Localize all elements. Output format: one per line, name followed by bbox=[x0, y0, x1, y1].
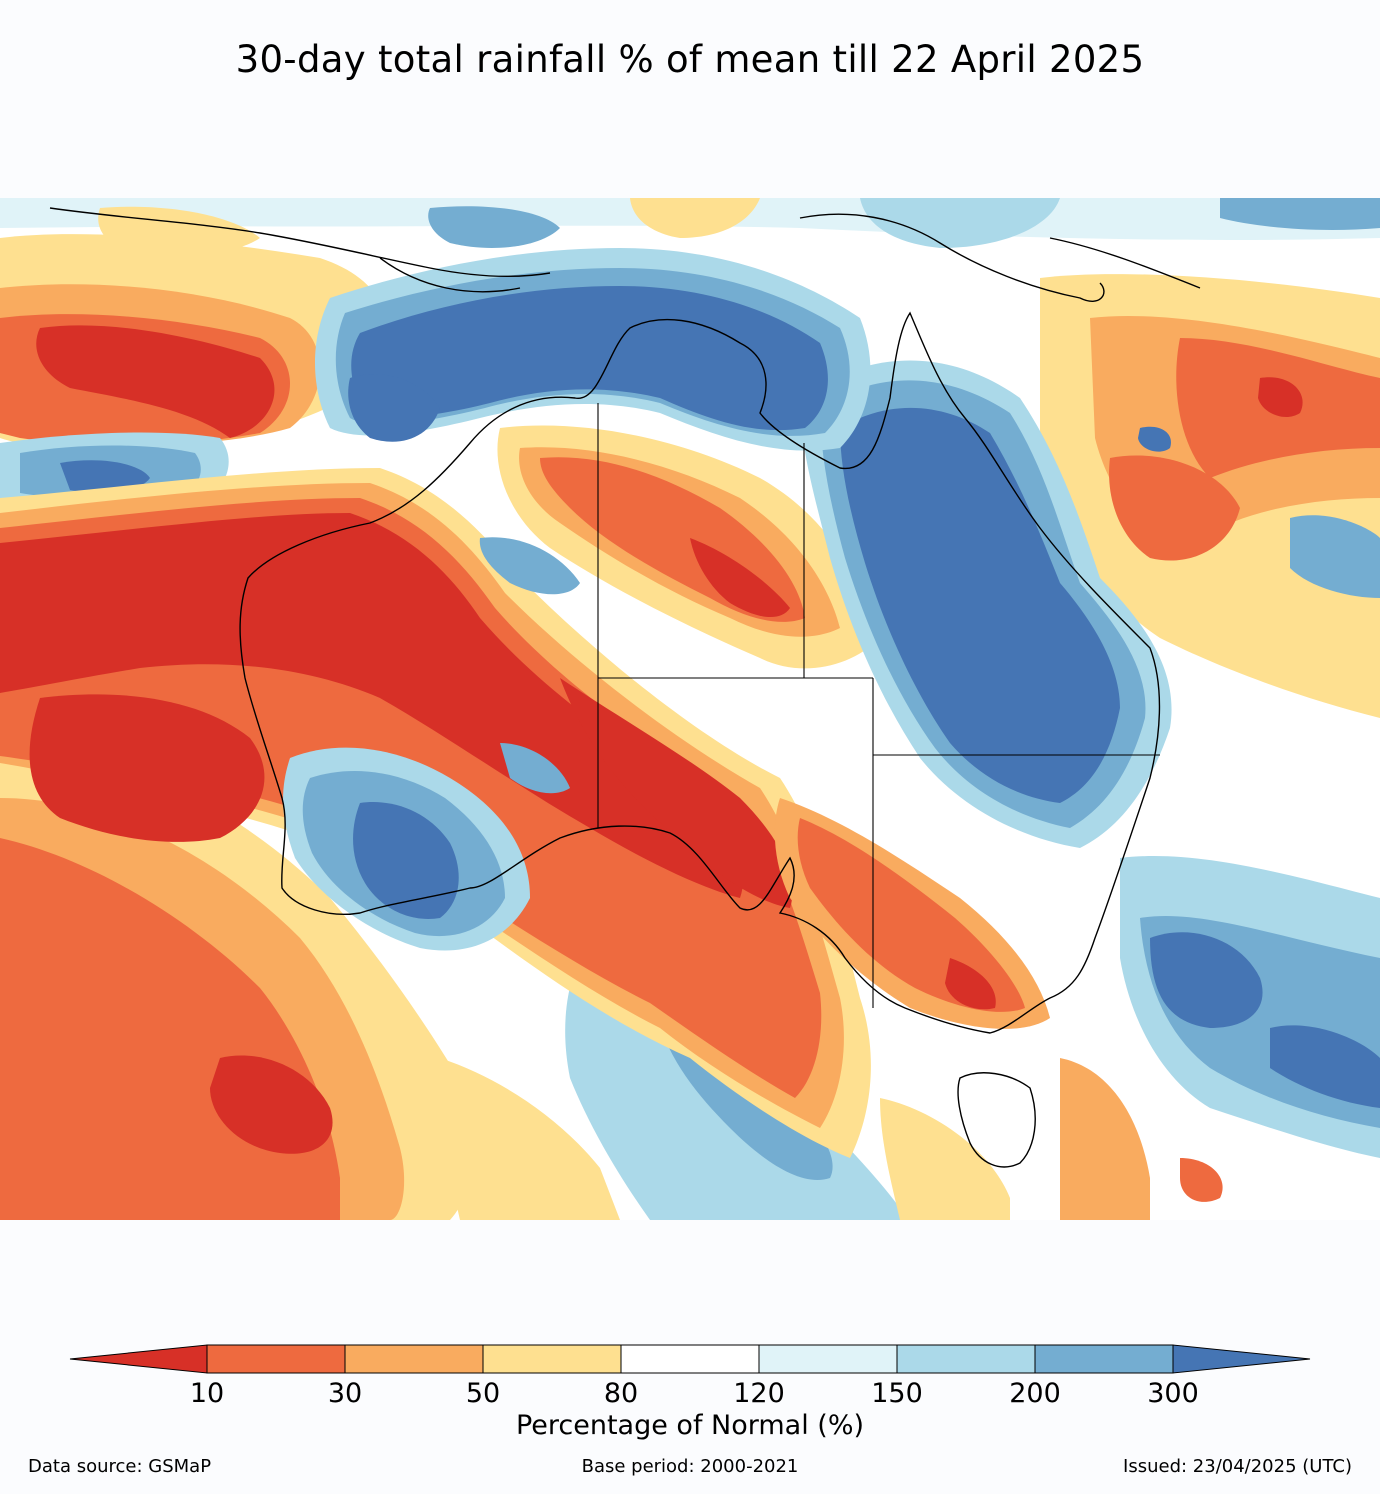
southwest-ocean-red-core bbox=[210, 1055, 333, 1154]
tasman-sea-dark-blue-core-1 bbox=[1150, 932, 1263, 1028]
central-north-red-core bbox=[690, 538, 790, 618]
rainfall-map bbox=[0, 198, 1380, 1220]
data-source: Data source: GSMaP bbox=[28, 1456, 212, 1477]
se-interior-red-orange bbox=[797, 818, 1025, 1012]
colorbar-tick-label: 30 bbox=[327, 1378, 363, 1409]
coral-sea-blue-spot bbox=[1138, 426, 1171, 452]
indonesia-coastline bbox=[49, 207, 551, 293]
colorbar-segment bbox=[758, 1344, 898, 1374]
colorbar-tick-label: 300 bbox=[1147, 1378, 1199, 1409]
indian-ocean-north-red-core bbox=[36, 325, 275, 438]
top-strip-blue-3 bbox=[1220, 198, 1380, 230]
coral-sea-blue-patch bbox=[1290, 515, 1380, 598]
issued-date: Issued: 23/04/2025 (UTC) bbox=[1123, 1456, 1352, 1477]
north-west-blue-blob bbox=[348, 374, 440, 442]
base-period: Base period: 2000-2021 bbox=[581, 1456, 799, 1477]
indian-ocean-dark-blue-spot bbox=[60, 460, 150, 493]
colorbar-segment bbox=[1034, 1344, 1174, 1374]
tasman-sea-dark-blue-core-2 bbox=[1270, 1025, 1380, 1108]
central-south-blue-core bbox=[353, 802, 459, 919]
colorbar-tick-label: 50 bbox=[465, 1378, 501, 1409]
south-ocean-orange-red-spot bbox=[1180, 1158, 1223, 1202]
colorbar-tick-label: 10 bbox=[189, 1378, 225, 1409]
eastern-blue-core bbox=[840, 407, 1120, 803]
australia-coastline bbox=[239, 311, 1161, 1034]
colorbar-tick-label: 120 bbox=[733, 1378, 785, 1409]
central-blue-streak-2 bbox=[500, 743, 570, 794]
south-west-red-core bbox=[29, 694, 265, 842]
top-strip-blue-1 bbox=[428, 206, 560, 248]
central-blue-streak bbox=[479, 537, 580, 595]
coral-sea-lower-orange bbox=[1109, 455, 1240, 561]
rainfall-map-canvas bbox=[0, 198, 1380, 1220]
colorbar-segment bbox=[482, 1344, 622, 1374]
south-ocean-yellow-patch bbox=[440, 1058, 620, 1220]
top-strip-blue-2 bbox=[860, 198, 1060, 248]
north-coastal-blue-core bbox=[351, 286, 828, 431]
colorbar-extend-high bbox=[1172, 1344, 1311, 1374]
state-borders bbox=[597, 403, 1160, 1008]
colorbar-extend-low bbox=[69, 1344, 208, 1374]
map-title: 30-day total rainfall % of mean till 22 … bbox=[235, 38, 1145, 81]
colorbar-svg bbox=[69, 1344, 1311, 1374]
colorbar-tick-label: 150 bbox=[871, 1378, 923, 1409]
south-ocean-yellow-patch-2 bbox=[880, 1098, 1010, 1220]
colorbar-segment bbox=[206, 1344, 346, 1374]
south-ocean-orange-patch bbox=[1060, 1058, 1150, 1220]
coastline bbox=[49, 207, 1201, 1168]
colorbar bbox=[0, 1340, 1380, 1380]
colorbar-segment bbox=[620, 1344, 760, 1374]
colorbar-tick-label: 200 bbox=[1009, 1378, 1061, 1409]
colorbar-segment bbox=[896, 1344, 1036, 1374]
colorbar-tick-label: 80 bbox=[603, 1378, 639, 1409]
se-interior-red-spot bbox=[945, 958, 996, 1010]
interior-red-streak bbox=[560, 678, 793, 908]
colorbar-segment bbox=[344, 1344, 484, 1374]
colorbar-label: Percentage of Normal (%) bbox=[515, 1410, 865, 1441]
western-red-core bbox=[0, 513, 744, 898]
png-coastline bbox=[799, 213, 1201, 302]
coral-sea-red-core bbox=[1258, 377, 1303, 418]
top-strip-yellow-2 bbox=[630, 198, 760, 238]
tasmania-coastline bbox=[957, 1072, 1036, 1168]
